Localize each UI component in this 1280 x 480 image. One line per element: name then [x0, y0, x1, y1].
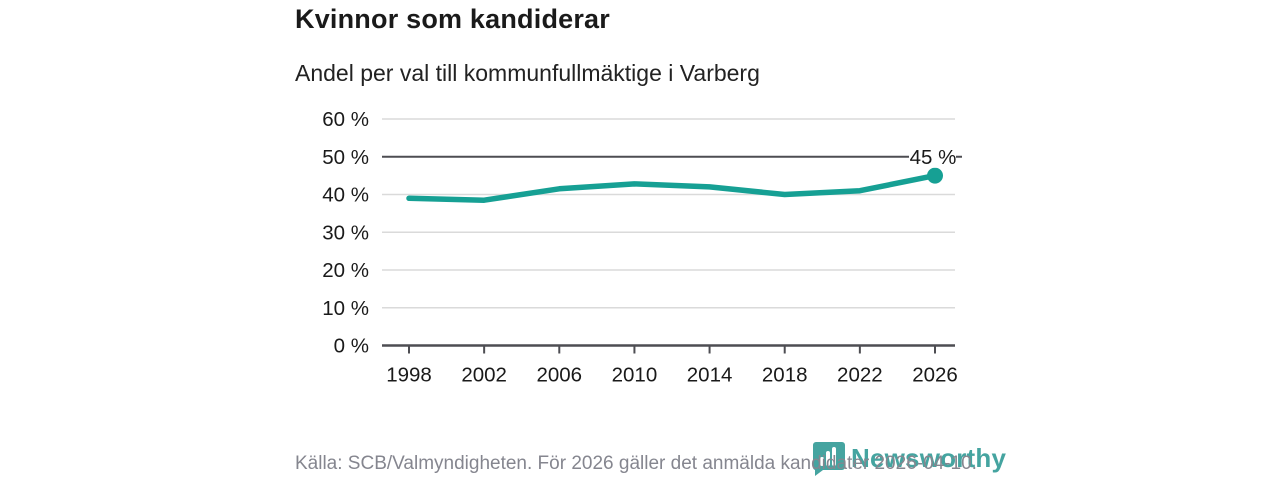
bar-chart-bubble-icon	[812, 442, 845, 476]
line-chart: 60 % 50 % 40 % 30 % 20 % 10 % 0 % 1998 2002 2006 2…	[295, 105, 985, 405]
data-series-line	[406, 172, 938, 203]
x-tick-label: 2026	[912, 364, 958, 387]
page-subtitle: Andel per val till kommunfullmäktige i V…	[295, 60, 760, 86]
newsworthy-logo-text: Newsworthy	[851, 443, 1007, 473]
x-tick-label: 2002	[461, 364, 507, 387]
x-tick-label: 2010	[612, 364, 658, 387]
end-label-background	[909, 145, 956, 168]
y-tick-label: 40 %	[322, 184, 369, 207]
end-point-value-label: 45 %	[910, 146, 957, 169]
x-tick-label: 2022	[837, 364, 883, 387]
y-tick-label: 20 %	[322, 259, 369, 282]
x-tick-label: 2006	[536, 364, 582, 387]
x-tick-label: 1998	[386, 364, 432, 387]
page-title: Kvinnor som kandiderar	[295, 4, 610, 34]
y-tick-label: 60 %	[322, 108, 369, 131]
end-point-marker	[927, 167, 943, 184]
y-tick-label: 10 %	[322, 297, 369, 320]
y-tick-label: 30 %	[322, 221, 369, 244]
x-tick-label: 2014	[687, 364, 733, 387]
source-note: Källa: SCB/Valmyndigheten. För 2026 gäll…	[295, 453, 977, 474]
y-tick-label: 0 %	[334, 335, 369, 358]
newsworthy-logo: Newsworthy	[812, 441, 1006, 476]
y-tick-label: 50 %	[322, 146, 369, 169]
x-tick-label: 2018	[762, 364, 808, 387]
line-chart-canvas: 60 % 50 % 40 % 30 % 20 % 10 % 0 % 1998 2002 2006 2…	[322, 108, 962, 387]
